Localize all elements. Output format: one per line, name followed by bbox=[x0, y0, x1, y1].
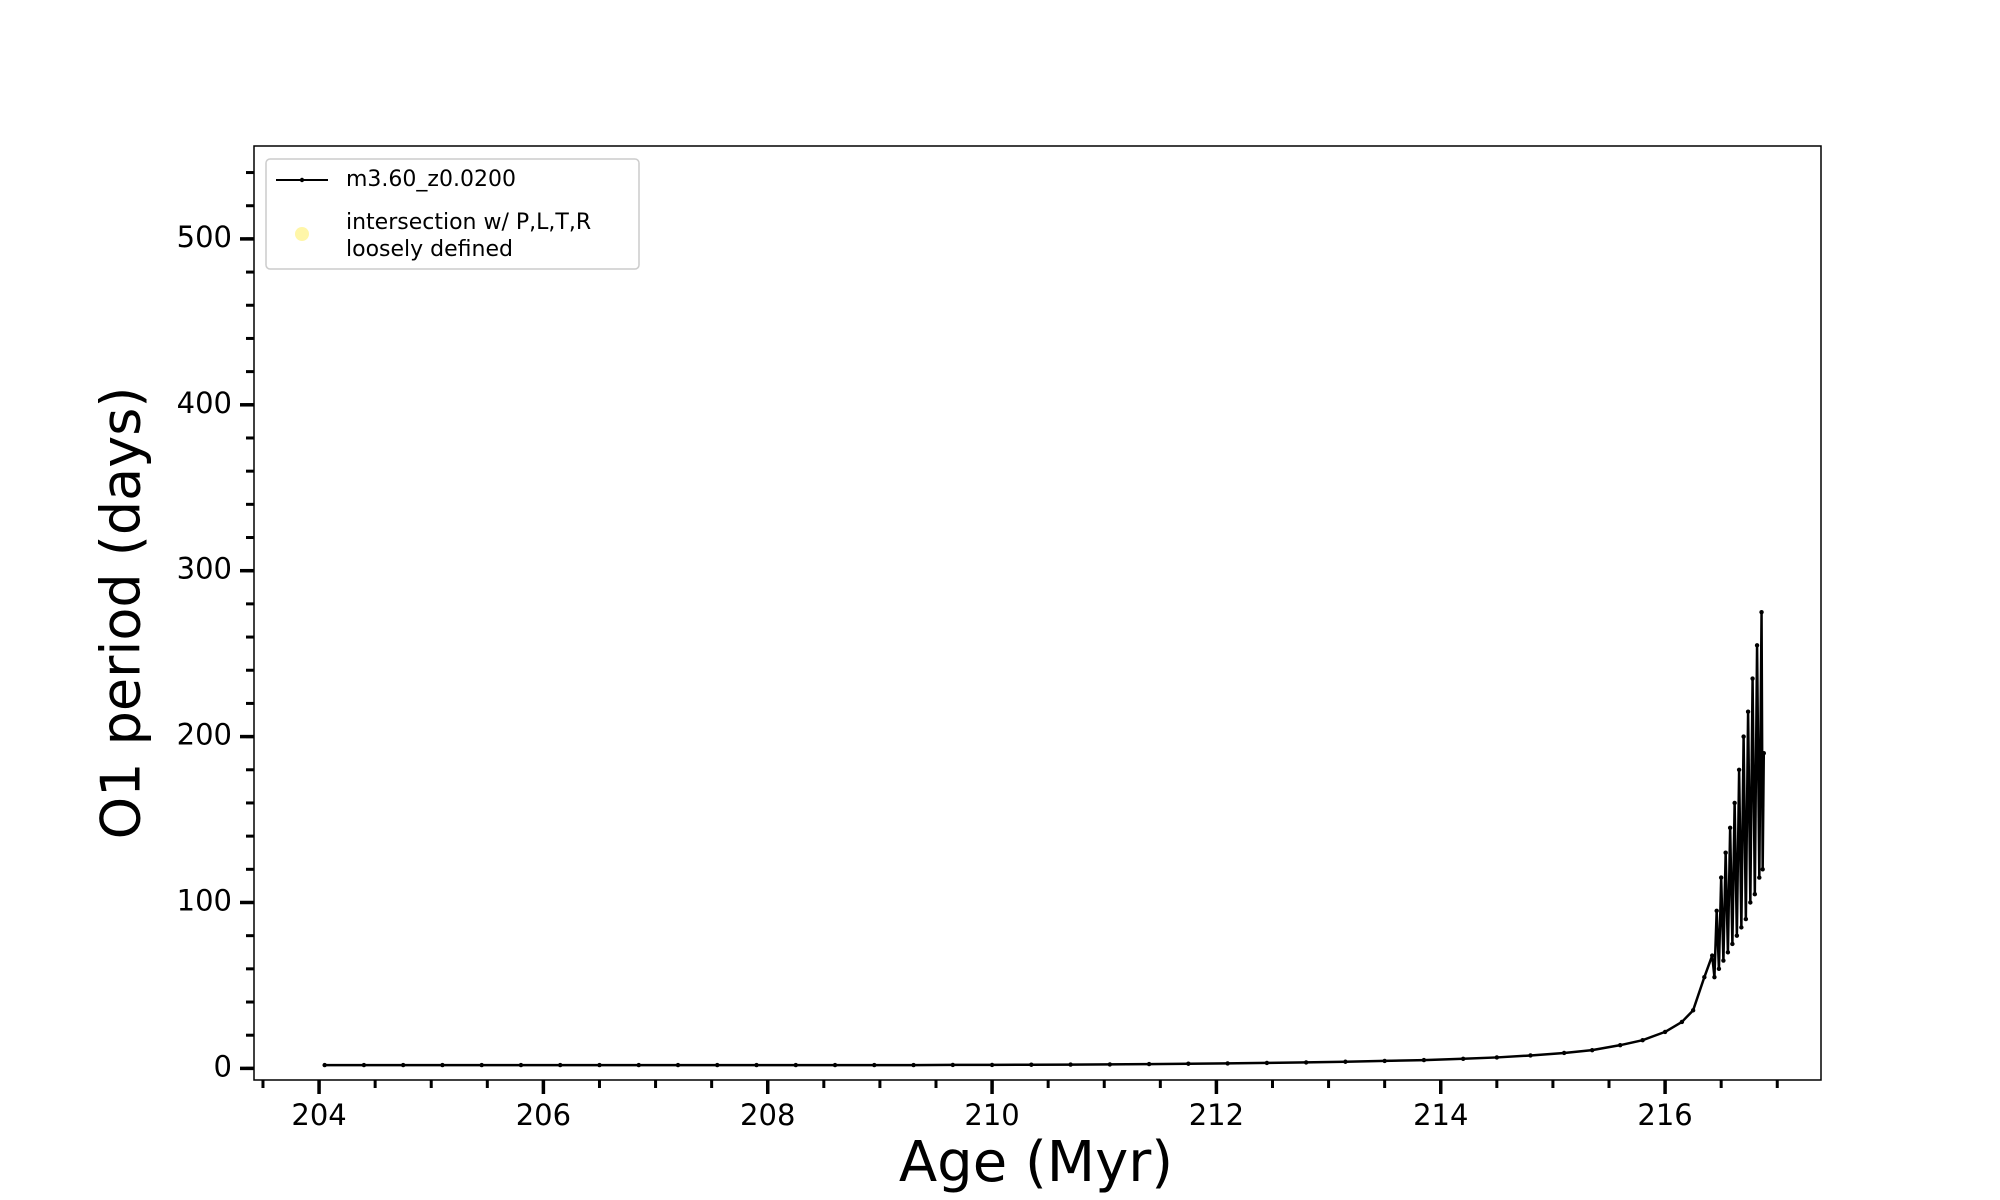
data-point bbox=[1618, 1042, 1623, 1048]
data-point bbox=[1750, 676, 1755, 681]
data-point bbox=[1721, 958, 1726, 963]
data-point bbox=[911, 1062, 916, 1068]
x-tick-label: 208 bbox=[740, 1098, 795, 1132]
data-point bbox=[1757, 875, 1762, 880]
data-point bbox=[1662, 1029, 1668, 1035]
data-point bbox=[1640, 1037, 1645, 1043]
data-point bbox=[832, 1062, 838, 1068]
data-point bbox=[1303, 1060, 1309, 1065]
data-point bbox=[1528, 1053, 1533, 1058]
data-point bbox=[1730, 941, 1735, 947]
x-tick-label: 210 bbox=[964, 1098, 1019, 1132]
data-point bbox=[1716, 966, 1722, 972]
data-point bbox=[558, 1062, 563, 1068]
x-tick-label: 206 bbox=[516, 1098, 571, 1132]
y-tick-label: 200 bbox=[177, 718, 232, 752]
y-tick-label: 300 bbox=[177, 552, 232, 586]
legend-label: m3.60_z0.0200 bbox=[346, 167, 516, 192]
y-tick-label: 400 bbox=[177, 386, 232, 420]
data-point bbox=[1494, 1055, 1500, 1060]
y-tick-label: 100 bbox=[177, 883, 232, 917]
data-point bbox=[754, 1062, 759, 1068]
data-point bbox=[1702, 974, 1707, 980]
x-axis-label: Age (Myr) bbox=[899, 1130, 1173, 1195]
data-point bbox=[400, 1062, 406, 1068]
data-point bbox=[989, 1062, 995, 1068]
data-point bbox=[1741, 734, 1746, 739]
data-point bbox=[636, 1062, 641, 1068]
y-tick-label: 0 bbox=[214, 1049, 232, 1083]
x-tick-label: 216 bbox=[1637, 1098, 1692, 1132]
data-point bbox=[1690, 1008, 1696, 1013]
data-point bbox=[675, 1062, 681, 1068]
data-point bbox=[1460, 1056, 1466, 1061]
data-point bbox=[1752, 891, 1758, 897]
data-point bbox=[1679, 1019, 1685, 1025]
data-point bbox=[1264, 1060, 1270, 1066]
x-tick-label: 214 bbox=[1413, 1098, 1468, 1132]
data-point bbox=[1714, 908, 1719, 913]
data-point bbox=[1745, 709, 1751, 714]
data-point bbox=[1561, 1050, 1567, 1056]
data-point bbox=[1732, 800, 1737, 806]
data-point bbox=[1736, 767, 1742, 772]
data-point bbox=[1712, 974, 1717, 980]
plot-frame bbox=[253, 145, 1822, 1081]
data-point bbox=[1725, 950, 1731, 955]
x-tick-label: 212 bbox=[1189, 1098, 1244, 1132]
data-line bbox=[324, 610, 1766, 1067]
data-point bbox=[597, 1062, 602, 1068]
data-point bbox=[1343, 1059, 1348, 1064]
data-point bbox=[1225, 1061, 1230, 1066]
data-point bbox=[1761, 750, 1766, 756]
legend-marker bbox=[299, 177, 305, 183]
data-point bbox=[1421, 1057, 1427, 1063]
data-point bbox=[950, 1062, 956, 1068]
data-point bbox=[715, 1062, 720, 1068]
data-point bbox=[1718, 875, 1724, 880]
data-point bbox=[872, 1062, 877, 1068]
data-point bbox=[1760, 867, 1765, 872]
data-point bbox=[1759, 609, 1764, 615]
data-point bbox=[1727, 825, 1733, 831]
legend-box bbox=[265, 158, 640, 270]
data-point bbox=[1734, 933, 1740, 938]
data-point bbox=[1029, 1062, 1034, 1067]
data-point bbox=[1754, 643, 1760, 648]
legend-marker bbox=[295, 227, 309, 241]
data-point bbox=[793, 1062, 798, 1068]
data-point bbox=[479, 1062, 484, 1068]
data-point bbox=[361, 1062, 367, 1068]
x-tick-label: 204 bbox=[291, 1098, 346, 1132]
data-point bbox=[1743, 916, 1749, 922]
data-point bbox=[1068, 1062, 1073, 1067]
data-point bbox=[1709, 953, 1715, 958]
data-point bbox=[1748, 900, 1753, 905]
data-point bbox=[1107, 1062, 1113, 1067]
data-point bbox=[440, 1062, 445, 1068]
data-point bbox=[1739, 925, 1744, 930]
data-point bbox=[518, 1062, 524, 1068]
y-axis-label: O1 period (days) bbox=[90, 387, 153, 840]
legend-label: intersection w/ P,L,T,R loosely defined bbox=[346, 210, 591, 262]
data-point bbox=[1146, 1061, 1152, 1067]
data-point bbox=[322, 1062, 327, 1068]
data-point bbox=[1723, 850, 1728, 855]
y-tick-label: 500 bbox=[177, 220, 232, 254]
data-point bbox=[1382, 1058, 1387, 1064]
data-point bbox=[1589, 1047, 1595, 1053]
data-point bbox=[1186, 1061, 1191, 1066]
